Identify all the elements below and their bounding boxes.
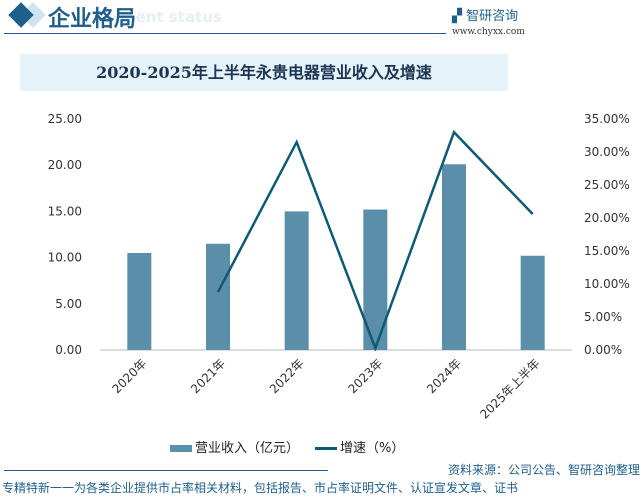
logo-text: 智研咨询 — [466, 9, 519, 24]
x-tick-label: 2025年上半年 — [477, 356, 542, 421]
left-tick-label: 25.00 — [48, 112, 82, 126]
chart-title: 2020-2025年上半年永贵电器营业收入及增速 — [20, 54, 508, 91]
right-tick-label: 10.00% — [584, 277, 630, 291]
right-tick-label: 0.00% — [584, 343, 622, 357]
bar-2022年 — [284, 211, 309, 350]
left-tick-label: 20.00 — [48, 158, 82, 172]
right-tick-label: 25.00% — [584, 178, 630, 192]
logo-icon: ▞ — [452, 9, 462, 24]
legend-line-swatch — [315, 447, 338, 450]
legend-bar-label: 营业收入（亿元） — [195, 441, 300, 456]
logo: ▞ 智研咨询 — [452, 5, 518, 24]
bar-2024年 — [442, 164, 466, 350]
left-tick-label: 10.00 — [48, 251, 82, 265]
right-tick-label: 5.00% — [584, 310, 622, 324]
header-title: 企业格局 — [48, 7, 137, 32]
footer: 专精特新一一为各类企业提供市占率相关材料，包括报告、市占率证明文件、认证宣发文章… — [2, 481, 519, 495]
right-tick-label: 20.00% — [584, 211, 630, 225]
left-tick-label: 0.00 — [55, 343, 82, 357]
bar-2021年 — [206, 243, 230, 350]
header-divider — [4, 33, 446, 34]
legend-bar-swatch — [170, 445, 192, 452]
legend-line: 增速（%） — [315, 437, 404, 456]
legend-line-label: 增速（%） — [340, 441, 405, 456]
x-tick-label: 2023年 — [345, 356, 385, 396]
right-tick-label: 35.00% — [584, 112, 630, 126]
legend-bar: 营业收入（亿元） — [170, 437, 299, 456]
x-tick-label: 2024年 — [424, 356, 464, 396]
x-tick-label: 2021年 — [188, 356, 228, 396]
x-tick-label: 2020年 — [109, 356, 149, 396]
right-tick-label: 15.00% — [584, 244, 630, 258]
bar-2025年上半年 — [520, 255, 545, 350]
left-tick-label: 15.00 — [48, 204, 82, 218]
legend: 营业收入（亿元） 增速（%） — [170, 437, 404, 456]
left-tick-label: 5.00 — [55, 297, 82, 311]
source-divider — [4, 470, 328, 471]
x-tick-label: 2022年 — [267, 356, 307, 396]
bar-2020年 — [127, 252, 152, 350]
right-tick-label: 30.00% — [584, 145, 630, 159]
logo-url: www.chyxx.com — [452, 27, 525, 37]
source: 资料来源：公司公告、智研咨询整理 — [447, 463, 640, 477]
